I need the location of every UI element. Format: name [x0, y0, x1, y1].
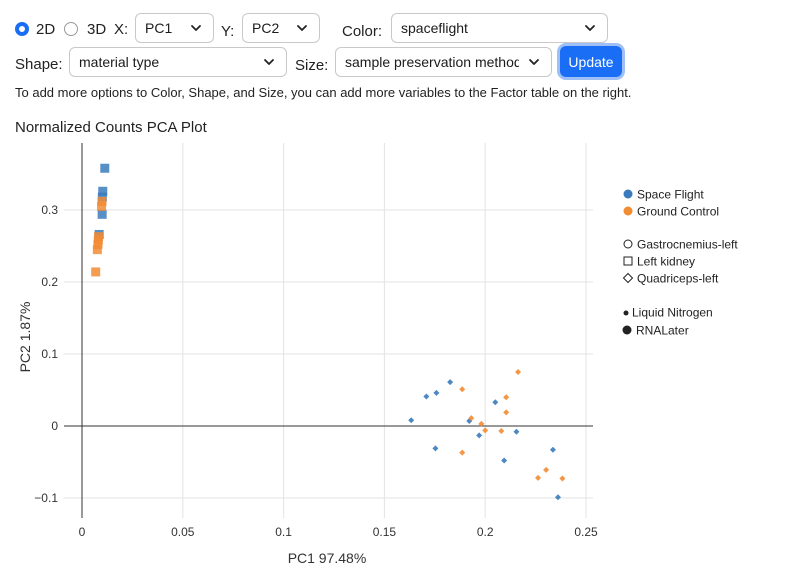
point-ground-control-diamond[interactable]	[498, 428, 505, 435]
radio-3d-label: 3D	[87, 21, 107, 38]
y-axis-label-text: PC2 1.87%	[17, 302, 33, 373]
radio-3d[interactable]	[64, 22, 78, 36]
radio-2d-label: 2D	[36, 21, 56, 38]
shape-label: Shape:	[15, 56, 63, 73]
color-label: Color:	[342, 23, 383, 40]
x-tick-label: 0.1	[275, 525, 292, 539]
point-ground-control-diamond[interactable]	[543, 466, 550, 473]
x-tick-label: 0	[79, 525, 86, 539]
chevron-down-icon	[529, 59, 539, 65]
point-ground-control-square[interactable]	[92, 245, 102, 255]
point-space-flight-diamond[interactable]	[513, 428, 520, 435]
point-ground-control-square[interactable]	[93, 240, 103, 250]
point-ground-control-diamond[interactable]	[515, 369, 522, 375]
plot-grid	[64, 143, 593, 518]
chevron-down-icon	[191, 25, 201, 31]
x-axis-label-text: PC1 97.48%	[288, 550, 367, 566]
small-dot-icon	[623, 310, 629, 316]
point-ground-control-square[interactable]	[97, 201, 107, 211]
chevron-down-icon	[585, 25, 595, 31]
legend: Space Flight Ground Control Gastrocnemiu…	[622, 188, 738, 338]
x-tick-label: 0.05	[171, 525, 195, 539]
legend-size-rnalater[interactable]: RNALater	[636, 324, 689, 338]
size-label: Size:	[295, 57, 329, 74]
y-tick-label: −0.1	[34, 491, 58, 505]
point-ground-control-diamond[interactable]	[459, 449, 466, 456]
x-tick-label: 0.25	[574, 525, 598, 539]
diamond-outline-icon	[622, 272, 634, 284]
point-ground-control-diamond[interactable]	[478, 420, 485, 427]
square-outline-icon	[623, 256, 633, 266]
point-ground-control-diamond[interactable]	[503, 409, 510, 416]
y-tick-label: 0.2	[41, 275, 58, 289]
point-ground-control-diamond[interactable]	[459, 386, 466, 393]
update-button[interactable]: Update	[560, 46, 622, 77]
x-axis-label: X:	[114, 21, 129, 38]
point-space-flight-diamond[interactable]	[554, 494, 561, 501]
y-axis-select-value: PC2	[252, 20, 280, 36]
size-select-value: sample preservation method	[345, 54, 519, 70]
y-tick-label: 0.1	[41, 347, 58, 361]
x-axis-select[interactable]: PC1	[135, 13, 214, 43]
y-axis-label: Y:	[221, 23, 235, 40]
point-ground-control-diamond[interactable]	[559, 475, 566, 482]
point-ground-control-square[interactable]	[91, 267, 101, 277]
color-select-value: spaceflight	[401, 20, 468, 36]
point-ground-control-square[interactable]	[97, 196, 107, 206]
legend-color-ground-control-marker	[623, 206, 633, 216]
point-space-flight-diamond[interactable]	[408, 417, 415, 424]
point-space-flight-diamond[interactable]	[432, 445, 439, 452]
point-space-flight-diamond[interactable]	[476, 432, 483, 439]
legend-shape-quadriceps-left[interactable]: Quadriceps-left	[637, 272, 719, 286]
data-points	[91, 163, 566, 501]
shape-select-value: material type	[79, 54, 160, 70]
point-space-flight-diamond[interactable]	[433, 389, 440, 396]
x-tick-label: 0.2	[477, 525, 494, 539]
large-dot-icon	[622, 325, 632, 335]
legend-color-space-flight[interactable]: Space Flight	[637, 188, 704, 202]
point-space-flight-diamond[interactable]	[447, 379, 454, 386]
plot-axes	[64, 143, 593, 518]
legend-color-ground-control[interactable]: Ground Control	[637, 205, 719, 219]
legend-size-liquid-nitrogen[interactable]: Liquid Nitrogen	[632, 306, 713, 320]
x-axis-select-value: PC1	[145, 20, 173, 36]
color-select[interactable]: spaceflight	[391, 13, 608, 43]
chevron-down-icon	[264, 59, 274, 65]
point-ground-control-diamond[interactable]	[482, 427, 489, 434]
x-tick-label: 0.15	[373, 525, 397, 539]
point-ground-control-diamond[interactable]	[503, 394, 510, 401]
y-axis-select[interactable]: PC2	[242, 13, 320, 43]
chevron-down-icon	[297, 25, 307, 31]
y-tick-label: 0	[51, 419, 58, 433]
point-ground-control-diamond[interactable]	[535, 474, 542, 481]
plot-title: Normalized Counts PCA Plot	[15, 119, 207, 136]
point-space-flight-square[interactable]	[100, 163, 110, 173]
radio-2d[interactable]	[15, 22, 29, 36]
legend-shape-gastrocnemius-left[interactable]: Gastrocnemius-left	[637, 238, 738, 252]
point-ground-control-diamond[interactable]	[468, 415, 475, 422]
point-space-flight-diamond[interactable]	[492, 399, 499, 406]
point-space-flight-square[interactable]	[98, 186, 108, 196]
tick-labels: 0 0.05 0.1 0.15 0.2 0.25 −0.1 0 0.1 0.2 0.3	[34, 203, 598, 539]
legend-shape-left-kidney[interactable]: Left kidney	[637, 255, 695, 269]
point-space-flight-diamond[interactable]	[501, 457, 508, 464]
point-space-flight-diamond[interactable]	[549, 446, 556, 453]
info-text: To add more options to Color, Shape, and…	[15, 85, 632, 100]
y-tick-label: 0.3	[41, 203, 58, 217]
size-select[interactable]: sample preservation method	[335, 47, 552, 77]
legend-color-space-flight-marker	[623, 189, 633, 199]
point-space-flight-diamond[interactable]	[423, 393, 430, 400]
shape-select[interactable]: material type	[69, 47, 287, 77]
circle-outline-icon	[623, 239, 633, 249]
point-space-flight-square[interactable]	[97, 209, 107, 219]
